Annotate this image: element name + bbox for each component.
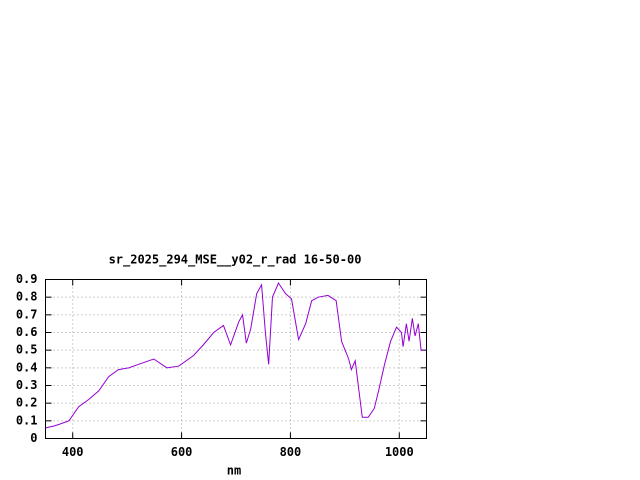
y-tick-label: 0.1 xyxy=(16,413,38,427)
y-tick-label: 0.9 xyxy=(16,272,38,286)
x-tick-label: 800 xyxy=(280,445,302,459)
y-tick-label: 0.4 xyxy=(16,360,38,374)
y-tick-label: 0.6 xyxy=(16,325,38,339)
chart-title: sr_2025_294_MSE__y02_r_rad 16-50-00 xyxy=(109,253,362,268)
y-tick-label: 0.2 xyxy=(16,396,38,410)
y-tick-label: 0.5 xyxy=(16,343,38,357)
y-tick-label: 0.8 xyxy=(16,290,38,304)
y-tick-label: 0.7 xyxy=(16,307,38,321)
plot-frame xyxy=(45,279,427,439)
x-tick-label: 400 xyxy=(62,445,84,459)
x-tick-label: 600 xyxy=(171,445,193,459)
x-axis-label: nm xyxy=(227,464,241,478)
y-tick-label: 0.3 xyxy=(16,378,38,392)
data-line xyxy=(45,281,425,429)
y-tick-label: 0 xyxy=(30,431,37,445)
x-tick-label: 1000 xyxy=(385,445,414,459)
